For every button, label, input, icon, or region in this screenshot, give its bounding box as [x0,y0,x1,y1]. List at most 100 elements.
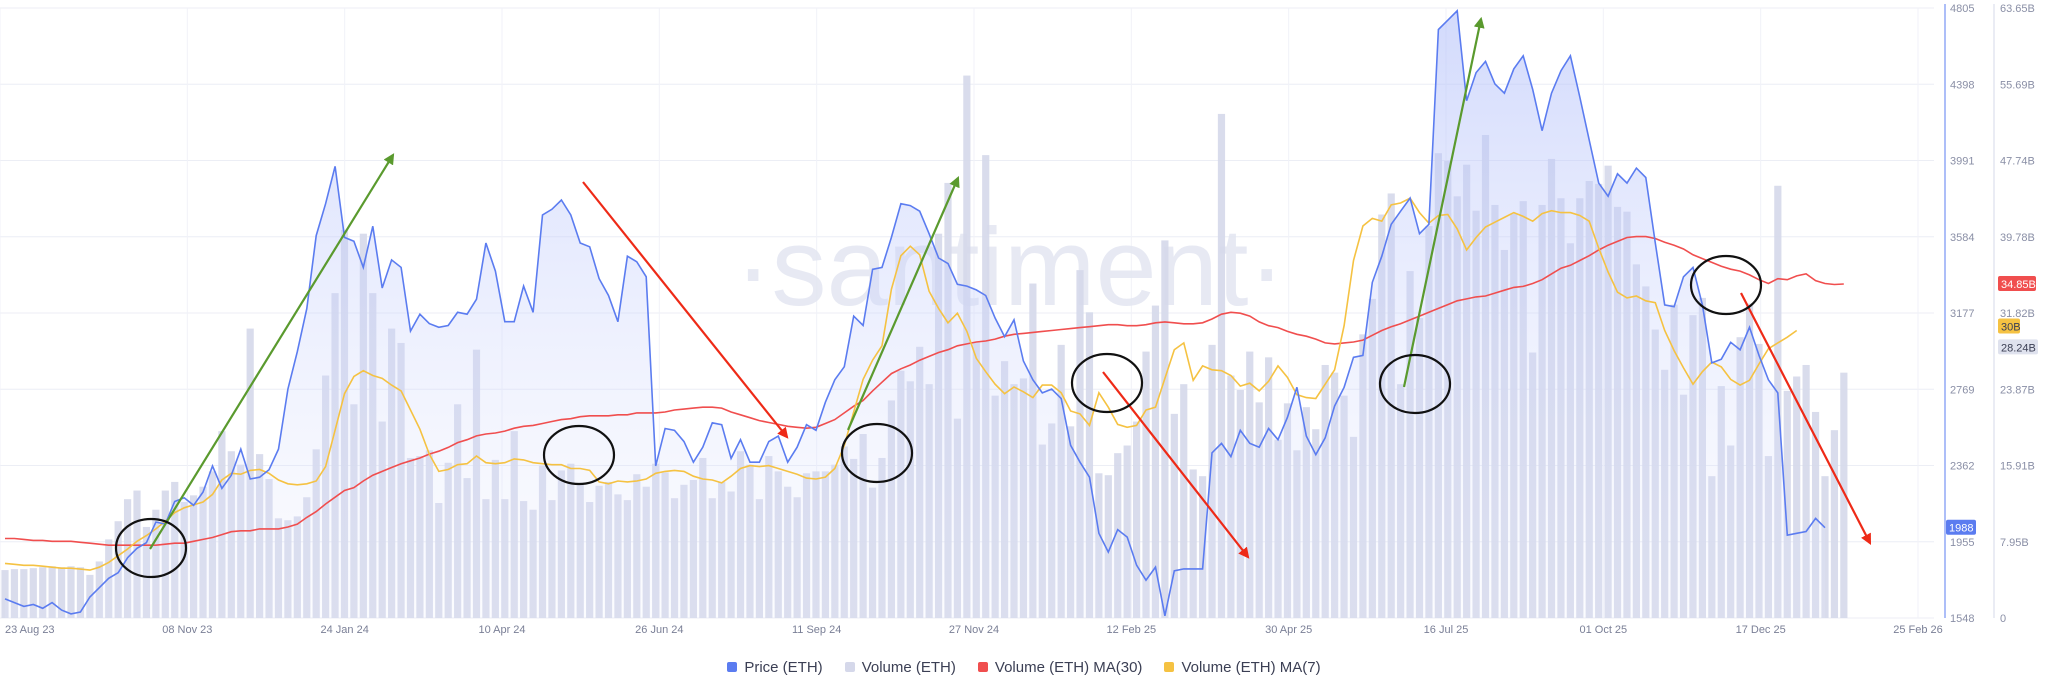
volume-bar [1142,351,1150,618]
legend-label-price: Price (ETH) [744,658,823,676]
volume-tick-label: 55.69B [2000,79,2035,91]
volume-bar [1189,469,1197,618]
trend-arrow-up-2 [846,175,960,431]
volume-bar [1170,413,1178,618]
volume-bar [1180,384,1188,618]
volume-tick-label: 15.91B [2000,461,2035,473]
volume-bar [76,567,85,618]
trend-arrow-down-2 [1102,371,1250,559]
volume-bar [67,566,75,618]
legend-label-ma30: Volume (ETH) MA(30) [994,658,1143,676]
legend-label-volume: Volume (ETH) [861,658,956,676]
x-tick-label: 12 Feb 25 [1107,624,1157,636]
x-tick-label: 26 Jun 24 [635,624,683,636]
watermark-logo: ·santiment· [735,206,1285,329]
ma7-line [4,197,1798,571]
price-area-fill [5,10,1825,619]
volume-bar [1840,372,1848,618]
price-tick-label: 2362 [1950,461,1974,473]
price-tick-label: 4805 [1950,3,1974,15]
x-tick-label: 24 Jan 24 [321,624,369,636]
price-tick-label: 3177 [1950,308,1974,320]
volume-bar [1,570,9,618]
volume-bar [1151,305,1160,618]
legend: Price (ETH) Volume (ETH) Volume (ETH) MA… [0,655,2048,679]
x-tick-label: 25 Feb 26 [1893,624,1943,636]
x-tick-label: 17 Dec 25 [1736,624,1786,636]
price-tick-label: 4398 [1950,79,1974,91]
highlight-circle-6 [1689,254,1763,316]
volume-bar [1811,411,1820,618]
x-tick-label: 23 Aug 23 [5,624,55,636]
volume-bar [1830,430,1839,618]
ma30-line [5,235,1844,546]
price-last-value: 1988 [1949,523,1973,535]
last-value-tags: 1988 34.85B 30B 28.24B [1946,276,2038,535]
price-line [4,9,1826,616]
trend-arrow-down-1 [582,181,789,439]
highlight-circle-3 [840,422,914,484]
ma30-last-value: 34.85B [2001,279,2036,291]
volume-swatch-icon [844,662,855,672]
volume-bar [1802,364,1810,618]
ma30-last-value-bg [1998,276,2036,292]
volume-bar [1104,475,1112,618]
highlight-circle-5 [1378,353,1452,415]
legend-item-price[interactable]: Price (ETH) [727,658,823,676]
volume-bar [114,521,122,618]
volume-bar [246,328,254,618]
ma7-last-value: 30B [2001,321,2021,333]
price-tick-label: 3991 [1950,156,1974,168]
x-tick-label: 01 Oct 25 [1579,624,1627,636]
x-axis: 23 Aug 23 08 Nov 23 24 Jan 24 10 Apr 24 26 J… [5,624,1943,636]
legend-item-volume[interactable]: Volume (ETH) [844,658,956,676]
price-axis: 1548 1955 2362 2769 3177 3584 3991 4398 4805 [1944,3,1974,625]
series-lines [4,9,1844,616]
volume-bar [1793,376,1801,618]
trend-arrow-up-1 [149,153,395,550]
price-tick-label: 1548 [1950,613,1974,625]
price-tick-label: 2769 [1950,384,1974,396]
price-area [5,10,1825,619]
volume-bar [1123,445,1131,618]
volume-bar [1085,312,1094,618]
price-last-value-bg [1946,519,1976,535]
x-tick-label: 08 Nov 23 [162,624,212,636]
volume-bar [1199,476,1207,618]
volume-bar [1217,113,1226,619]
volume-bar [57,567,66,618]
x-tick-label: 30 Apr 25 [1265,624,1312,636]
volume-bar [10,569,19,618]
volume-bar [1133,421,1141,618]
price-tick-label: 1955 [1950,537,1974,549]
legend-item-ma30[interactable]: Volume (ETH) MA(30) [977,658,1143,676]
x-tick-label: 10 Apr 24 [478,624,525,636]
x-tick-label: 27 Nov 24 [949,624,999,636]
volume-bar [39,567,47,618]
volume-tick-label: 7.95B [2000,537,2029,549]
volume-tick-label: 39.78B [2000,232,2035,244]
highlight-circle-4 [1070,352,1144,414]
ma30-swatch-icon [977,662,988,672]
trend-arrow-up-3 [1402,16,1485,388]
volume-tick-label: 0 [2000,613,2006,625]
price-tick-label: 3584 [1950,232,1974,244]
volume-bar [1783,390,1791,618]
volume-bar [1076,270,1084,618]
price-swatch-icon [727,662,738,672]
volume-tick-label: 23.87B [2000,384,2035,396]
volume-bar [20,569,28,618]
volume-tick-label: 47.74B [2000,156,2035,168]
trend-arrow-down-3 [1740,292,1872,545]
x-tick-label: 11 Sep 24 [792,624,841,636]
volume-bar [29,568,37,618]
highlight-circle-1 [114,517,188,579]
x-tick-label: 16 Jul 25 [1424,624,1469,636]
volume-last-value-bg [1998,339,2038,355]
legend-item-ma7[interactable]: Volume (ETH) MA(7) [1164,659,1321,676]
volume-axis: 0 7.95B 15.91B 23.87B 31.82B 39.78B 47.74B 55.6… [1993,3,2035,625]
volume-last-value: 28.24B [2001,342,2036,354]
ma7-swatch-icon [1164,662,1175,672]
